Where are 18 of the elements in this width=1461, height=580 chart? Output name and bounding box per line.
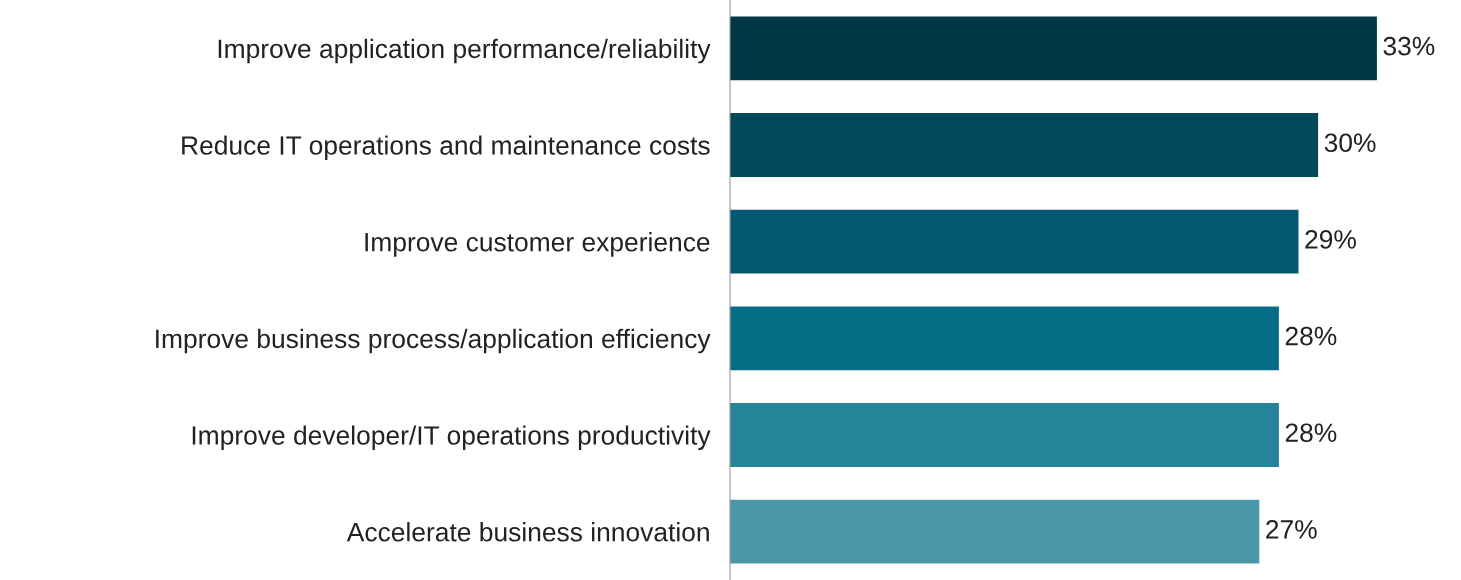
bar bbox=[730, 306, 1279, 371]
y-tick-label: Improve developer/IT operations productivity bbox=[192, 425, 711, 451]
data-label: 33% bbox=[1383, 36, 1435, 56]
y-tick-label: Improve application performance/reliability bbox=[218, 38, 711, 64]
bar bbox=[730, 403, 1279, 467]
data-label: 30% bbox=[1324, 133, 1376, 153]
bar bbox=[730, 209, 1299, 274]
y-tick-label: Accelerate business innovation bbox=[346, 522, 709, 542]
y-tick-label: Improve customer experience bbox=[365, 232, 710, 257]
bar bbox=[730, 113, 1319, 177]
y-tick-label: Reduce IT operations and maintenance costs bbox=[182, 135, 710, 161]
data-label: 27% bbox=[1266, 520, 1317, 539]
data-label: 28% bbox=[1285, 423, 1337, 443]
data-label: 29% bbox=[1305, 230, 1356, 249]
y-tick-label: Improve business process/application efficiency bbox=[156, 328, 711, 354]
data-label: 28% bbox=[1285, 326, 1337, 346]
bar bbox=[730, 499, 1260, 564]
bar bbox=[730, 16, 1377, 81]
